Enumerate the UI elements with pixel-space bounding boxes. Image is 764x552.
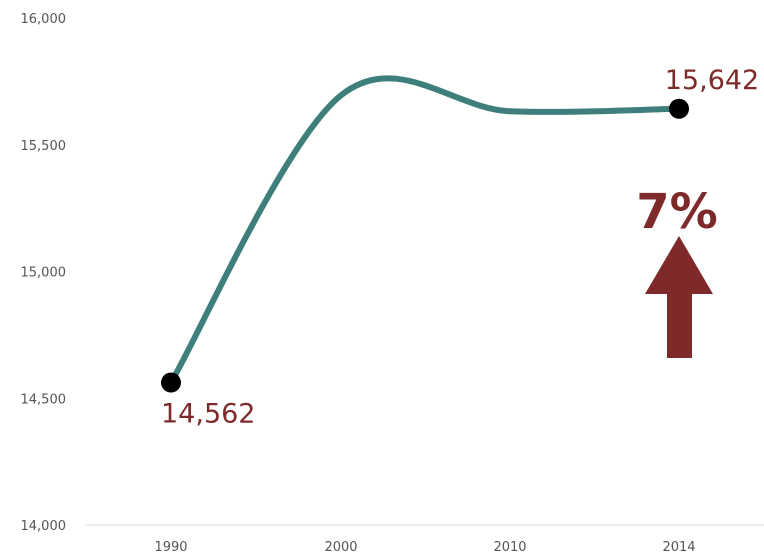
series-line xyxy=(168,75,682,386)
data-point-marker xyxy=(161,372,181,393)
data-labels: 14,562 15,642 xyxy=(161,65,759,430)
data-point-marker xyxy=(669,98,689,119)
y-tick-label: 15,000 xyxy=(21,266,67,281)
x-tick-label: 2000 xyxy=(324,540,357,552)
x-tick-label: 1990 xyxy=(154,540,187,552)
x-tick-label: 2014 xyxy=(662,540,695,552)
y-axis: 14,000 14,500 15,000 15,500 16,000 xyxy=(21,12,67,534)
x-axis: 1990 2000 2010 2014 xyxy=(86,524,764,552)
y-tick-label: 16,000 xyxy=(21,12,67,27)
y-tick-label: 15,500 xyxy=(21,139,67,154)
highlighted-points xyxy=(161,98,689,393)
change-annotation: 7% xyxy=(636,184,718,358)
x-tick-label: 2010 xyxy=(493,540,526,552)
percent-change-label: 7% xyxy=(636,184,718,240)
up-arrow-icon xyxy=(645,236,713,358)
y-tick-label: 14,500 xyxy=(21,392,67,407)
data-label: 15,642 xyxy=(665,65,759,96)
data-label: 14,562 xyxy=(161,399,255,430)
y-tick-label: 14,000 xyxy=(21,519,67,534)
